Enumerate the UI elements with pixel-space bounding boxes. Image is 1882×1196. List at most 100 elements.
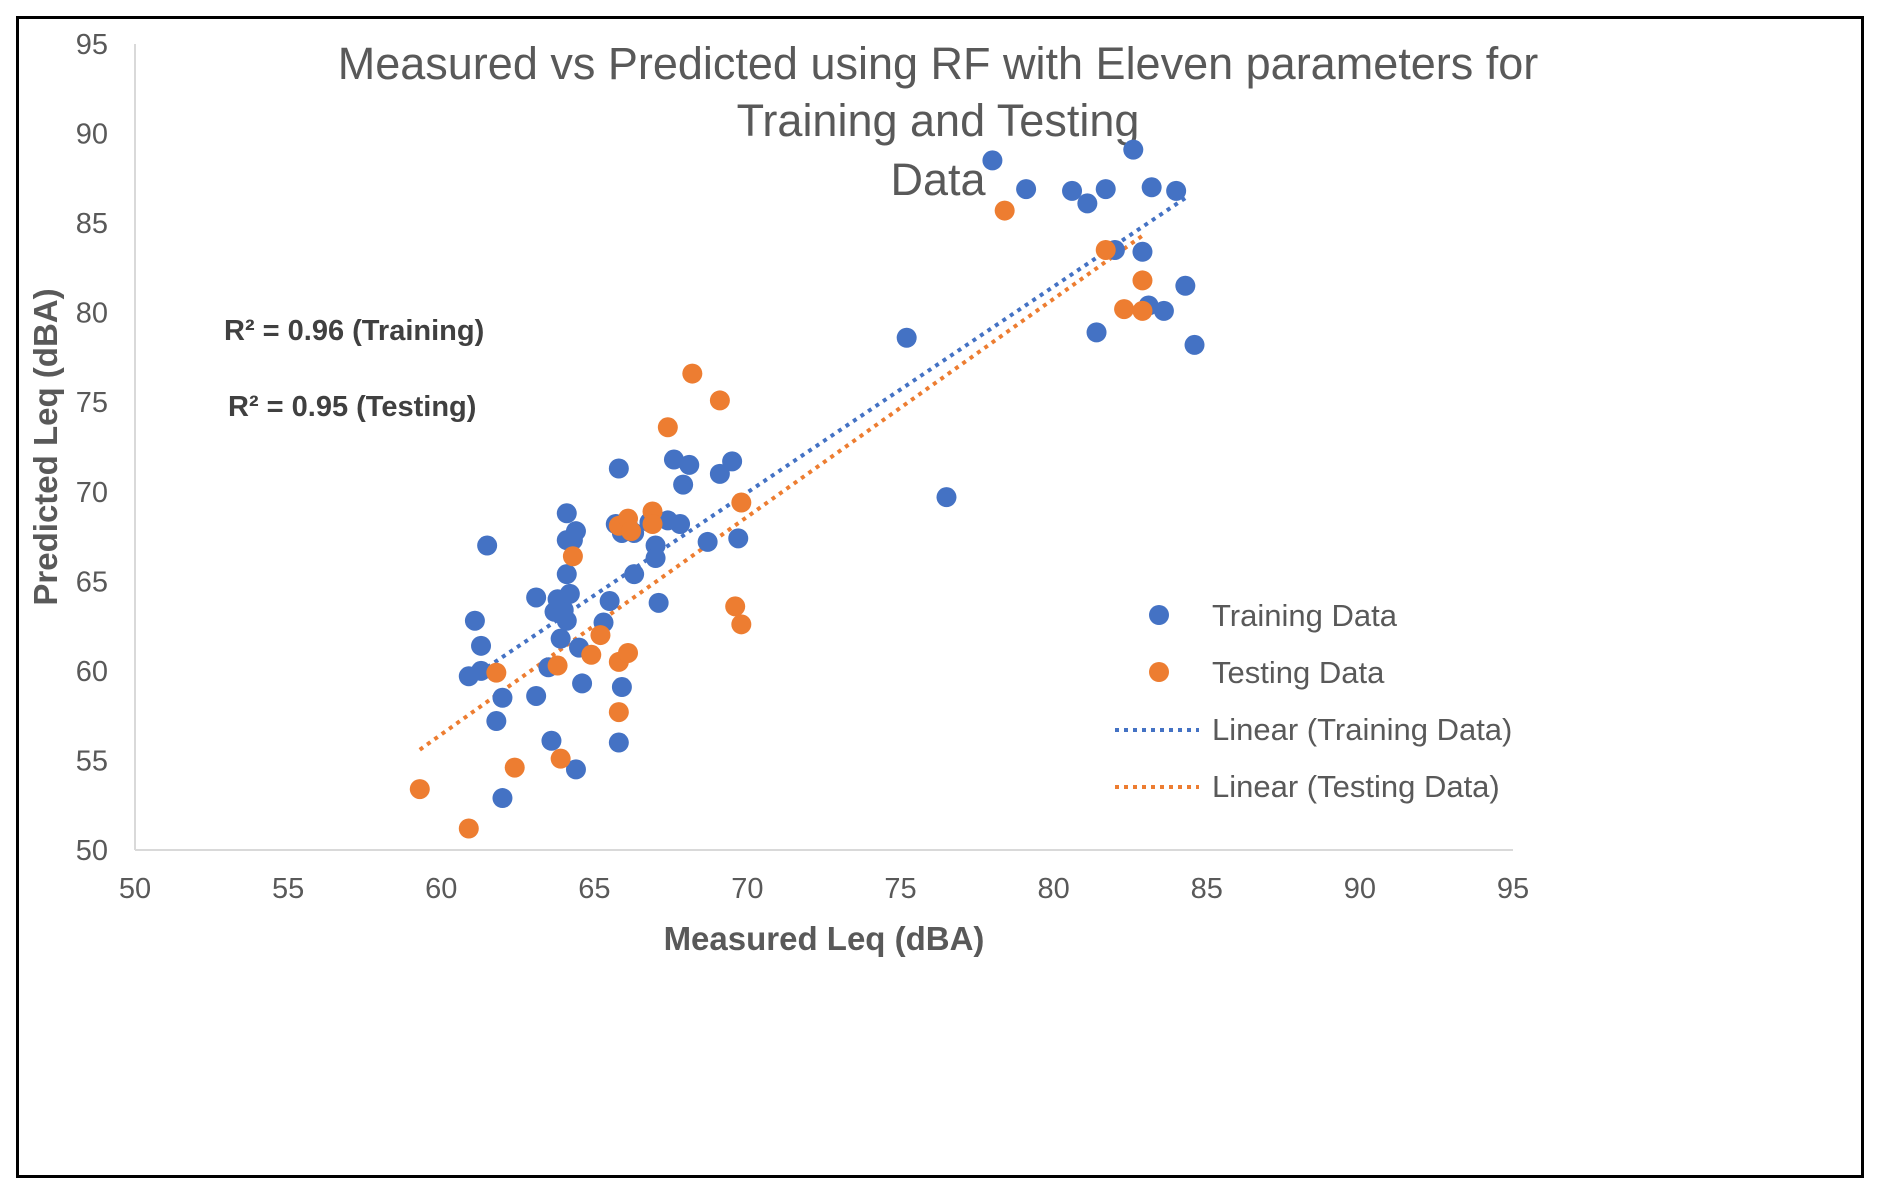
axes: 50 55 60 65 70 75 80 85 90 95 50 55 60 65 70 75 80 85 90 9…	[76, 29, 1529, 905]
legend-marker-testing	[1149, 662, 1169, 682]
training-data-point	[599, 591, 620, 612]
testing-data-point	[581, 644, 602, 665]
testing-data-point	[608, 702, 629, 723]
testing-data-point	[682, 363, 703, 384]
y-tick-label: 50	[76, 835, 108, 867]
x-tick-label: 55	[272, 873, 304, 905]
training-data-point	[556, 564, 577, 585]
testing-data-point	[562, 546, 583, 567]
training-data-point	[709, 463, 730, 484]
trendlines	[418, 196, 1187, 752]
testing-data-point	[709, 390, 730, 411]
r2-training-annotation: R² = 0.96 (Training)	[224, 315, 484, 347]
training-data-point	[1077, 193, 1098, 214]
training-data-point	[559, 583, 580, 604]
y-tick-label: 60	[76, 656, 108, 688]
testing-data-point	[657, 417, 678, 438]
legend: Training Data Testing Data Linear (Train…	[1115, 598, 1512, 804]
training-data-point	[663, 449, 684, 470]
training-data-point	[1086, 322, 1107, 343]
testing-data-point	[1132, 270, 1153, 291]
chart-title-line-2: Training and Testing	[737, 95, 1140, 146]
y-tick-label: 65	[76, 566, 108, 598]
training-data-point	[608, 732, 629, 753]
training-data-point	[608, 458, 629, 479]
testing-data-point	[550, 748, 571, 769]
training-data-point	[1153, 300, 1174, 321]
chart-title-line-1: Measured vs Predicted using RF with Elev…	[338, 38, 1539, 89]
legend-label-testing-trend: Linear (Testing Data)	[1212, 769, 1500, 804]
training-data-point	[464, 610, 485, 631]
scatter-chart: Measured vs Predicted using RF with Elev…	[27, 29, 1539, 957]
trendline-testing	[418, 234, 1144, 752]
data-points	[409, 139, 1205, 839]
training-data-point	[556, 503, 577, 524]
testing-data-point	[618, 642, 639, 663]
x-tick-label: 50	[119, 873, 151, 905]
legend-label-testing: Testing Data	[1212, 655, 1385, 690]
training-data-point	[679, 454, 700, 475]
y-tick-labels: 50 55 60 65 70 75 80 85 90 95	[76, 29, 108, 867]
x-tick-label: 75	[884, 873, 916, 905]
legend-label-training-trend: Linear (Training Data)	[1212, 712, 1512, 747]
testing-data-point	[409, 779, 430, 800]
x-tick-label: 95	[1497, 873, 1529, 905]
chart-frame: Measured vs Predicted using RF with Elev…	[16, 16, 1864, 1178]
training-data-point	[556, 610, 577, 631]
testing-data-point	[994, 200, 1015, 221]
training-data-point	[1184, 334, 1205, 355]
testing-data-point	[1114, 299, 1135, 320]
training-data-point	[648, 592, 669, 613]
training-data-point	[565, 521, 586, 542]
x-axis-label: Measured Leq (dBA)	[664, 920, 985, 957]
training-data-point	[541, 730, 562, 751]
testing-data-point	[590, 625, 611, 646]
testing-data-point	[547, 655, 568, 676]
training-data-point	[526, 685, 547, 706]
training-data-point	[1132, 241, 1153, 262]
testing-data-point	[1132, 300, 1153, 321]
training-data-point	[697, 531, 718, 552]
chart-title: Measured vs Predicted using RF with Elev…	[338, 38, 1539, 205]
testing-data-point	[731, 614, 752, 635]
training-data-point	[492, 788, 513, 809]
y-axis-label: Predicted Leq (dBA)	[27, 288, 64, 605]
trendline-training	[486, 196, 1187, 669]
testing-data-point	[486, 662, 507, 683]
training-data-point	[1166, 180, 1187, 201]
training-data-point	[896, 327, 917, 348]
training-data-point	[477, 535, 498, 556]
y-tick-label: 95	[76, 29, 108, 61]
y-tick-label: 90	[76, 119, 108, 151]
testing-data-point	[725, 596, 746, 617]
training-data-point	[982, 150, 1003, 171]
x-tick-label: 90	[1344, 873, 1376, 905]
testing-data-point	[621, 521, 642, 542]
training-data-point	[1016, 179, 1037, 200]
testing-data-point	[731, 492, 752, 513]
y-tick-label: 55	[76, 745, 108, 777]
legend-label-training: Training Data	[1212, 598, 1398, 633]
y-tick-label: 75	[76, 387, 108, 419]
training-data-point	[471, 660, 492, 681]
testing-data-point	[1095, 239, 1116, 260]
training-data-point	[728, 528, 749, 549]
y-tick-label: 85	[76, 208, 108, 240]
training-data-point	[486, 711, 507, 732]
training-data-point	[471, 635, 492, 656]
testing-data-point	[642, 514, 663, 535]
y-tick-label: 80	[76, 298, 108, 330]
testing-data-point	[504, 757, 525, 778]
training-data-point	[722, 451, 743, 472]
training-data-point	[673, 474, 694, 495]
training-data-point	[624, 564, 645, 585]
training-data-point	[611, 677, 632, 698]
x-tick-label: 60	[425, 873, 457, 905]
training-data-point	[572, 673, 593, 694]
training-data-point	[1095, 179, 1116, 200]
x-tick-label: 80	[1038, 873, 1070, 905]
training-data-point	[1123, 139, 1144, 160]
testing-data-point	[458, 818, 479, 839]
training-data-point	[1062, 180, 1083, 201]
x-tick-label: 70	[731, 873, 763, 905]
